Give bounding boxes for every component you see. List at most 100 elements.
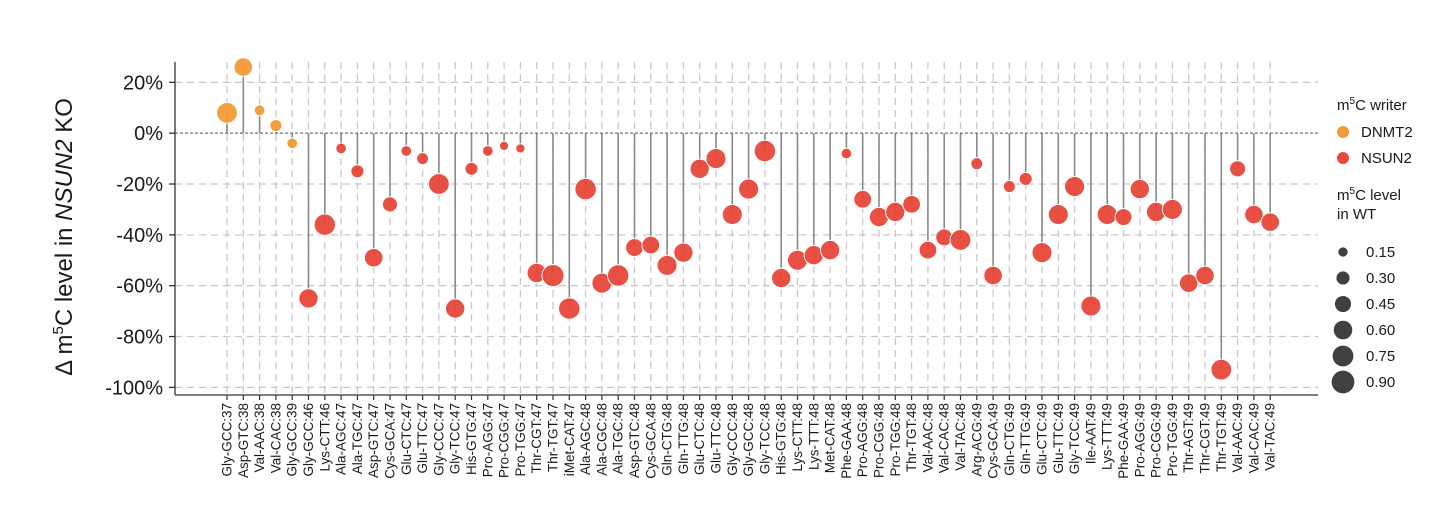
x-tick-label: Val-AAC:49: [1230, 403, 1245, 473]
data-point: [705, 148, 727, 170]
legend-writer-title: m5C writer: [1337, 96, 1407, 114]
legend-nsun2-label: NSUN2: [1361, 150, 1412, 167]
x-tick-label: Thr-TGT:49: [1214, 403, 1229, 472]
data-point: [416, 152, 430, 166]
data-point: [673, 242, 694, 263]
data-points: [216, 57, 1280, 381]
x-tick-label: Gly-CCC:48: [725, 403, 740, 476]
x-tick-label: Ala-TGC:47: [350, 403, 365, 474]
x-tick-label: Pro-TGG:47: [513, 403, 528, 477]
data-point: [335, 142, 347, 155]
y-tick-label: -60%: [116, 276, 163, 298]
x-tick-label: Cys-GCA:47: [383, 403, 398, 479]
data-point: [1195, 265, 1215, 286]
y-axis-label: Δ m5C level in NSUN2 KO: [50, 98, 78, 376]
y-tick-label: -80%: [116, 327, 163, 349]
x-tick-label: Gln-TTG:49: [1018, 403, 1033, 474]
legend-dnmt2-label: DNMT2: [1361, 124, 1413, 141]
legend-size-label: 0.75: [1366, 348, 1395, 365]
data-point: [1260, 212, 1280, 232]
x-tick-label: Lys-TTT:49: [1100, 403, 1115, 470]
y-tick-label: -100%: [105, 377, 163, 399]
x-tick-label: Glu-TTC:48: [709, 403, 724, 474]
x-tick-label: Val-CAC:38: [268, 403, 283, 473]
data-point: [606, 264, 630, 287]
data-point: [1244, 204, 1264, 225]
data-point: [464, 161, 479, 176]
legend-size-label: 0.30: [1366, 270, 1395, 287]
x-tick-label: Val-TAC:48: [953, 403, 968, 471]
legend-size-title: m5C level: [1337, 186, 1401, 204]
legend-size-label: 0.60: [1366, 322, 1395, 339]
data-point: [819, 239, 841, 261]
x-tick-label: Ala-TGC:48: [611, 403, 626, 474]
data-point: [885, 201, 906, 223]
x-tick-label: Thr-TGT:48: [904, 403, 919, 472]
x-tick-label: Asp-GTC:47: [366, 403, 381, 478]
x-tick-label: Gln-TTG:48: [676, 403, 691, 474]
y-tick-label: -40%: [116, 225, 163, 247]
data-point: [840, 147, 853, 160]
data-point: [515, 143, 526, 154]
x-tick-label: Thr-CGT:49: [1198, 403, 1213, 474]
legend-writer: m5C writer DNMT2 NSUN2: [1337, 96, 1413, 167]
x-tick-label: Gly-TCC:49: [1067, 403, 1082, 474]
data-point: [286, 137, 299, 150]
x-tick-label: Lys-CTT:48: [790, 403, 805, 472]
data-point: [445, 298, 466, 319]
data-point: [1178, 273, 1199, 293]
x-tick-label: Glu-TTC:49: [1051, 403, 1066, 474]
x-tick-label: Val-AAC:48: [920, 403, 935, 473]
data-point: [1002, 180, 1016, 194]
x-tick-label: Gly-GCC:48: [741, 403, 756, 477]
axes: [174, 62, 1318, 396]
legend-size-marker: [1336, 271, 1350, 285]
x-tick-label: Gly-GCC:46: [301, 403, 316, 477]
data-point: [1047, 203, 1069, 226]
x-tick-label: Val-CAC:48: [937, 403, 952, 473]
legend-size-label: 0.15: [1366, 244, 1395, 261]
x-tick-label: Glu-CTC:48: [692, 403, 707, 475]
legend-size-label: 0.90: [1366, 374, 1395, 391]
legend-size-marker: [1332, 345, 1354, 367]
data-point: [970, 157, 984, 171]
x-tick-label: Pro-AGG:48: [855, 403, 870, 477]
x-tick-label: Gln-CTG:48: [660, 403, 675, 476]
data-point: [983, 265, 1003, 286]
x-tick-label: Gly-TCC:47: [448, 403, 463, 474]
data-point: [918, 240, 938, 260]
legend-size-marker: [1338, 247, 1348, 257]
x-tick-label: Gly-TCC:48: [757, 403, 772, 474]
data-point: [1031, 242, 1053, 264]
data-point: [558, 297, 581, 320]
y-tick-label: -20%: [116, 174, 163, 196]
x-tick-label: Val-AAC:38: [252, 403, 267, 473]
x-tick-label: Pro-TGG:49: [1165, 403, 1180, 477]
x-tick-label: Gly-GCC:37: [220, 403, 235, 477]
data-point: [350, 164, 365, 179]
data-point: [541, 263, 565, 288]
x-tick-label: Gly-GCC:39: [285, 403, 300, 477]
data-point: [233, 57, 254, 77]
data-point: [902, 194, 921, 214]
y-tick-label: 20%: [123, 72, 163, 94]
data-point: [738, 178, 760, 200]
data-point: [1080, 295, 1102, 317]
y-tick-label: 0%: [134, 123, 163, 145]
x-tick-label: Pro-CGG:49: [1149, 403, 1164, 478]
legend-size-label: 0.45: [1366, 296, 1395, 313]
data-point: [253, 104, 266, 117]
data-point: [498, 140, 510, 152]
data-point: [400, 145, 413, 157]
x-tick-label: Phe-GAA:49: [1116, 403, 1131, 479]
data-point: [853, 189, 873, 209]
x-tick-label: Pro-AGG:49: [1132, 403, 1147, 477]
legend-dnmt2-marker: [1337, 126, 1349, 138]
x-tick-label: Ala-CGC:48: [594, 403, 609, 476]
data-point: [1210, 358, 1233, 381]
y-axis-ticks: 20% 0% -20% -40% -60% -80% -100%: [105, 72, 175, 399]
data-point: [269, 119, 283, 133]
x-tick-label: Glu-TTC:47: [415, 403, 430, 474]
data-point: [298, 288, 319, 309]
